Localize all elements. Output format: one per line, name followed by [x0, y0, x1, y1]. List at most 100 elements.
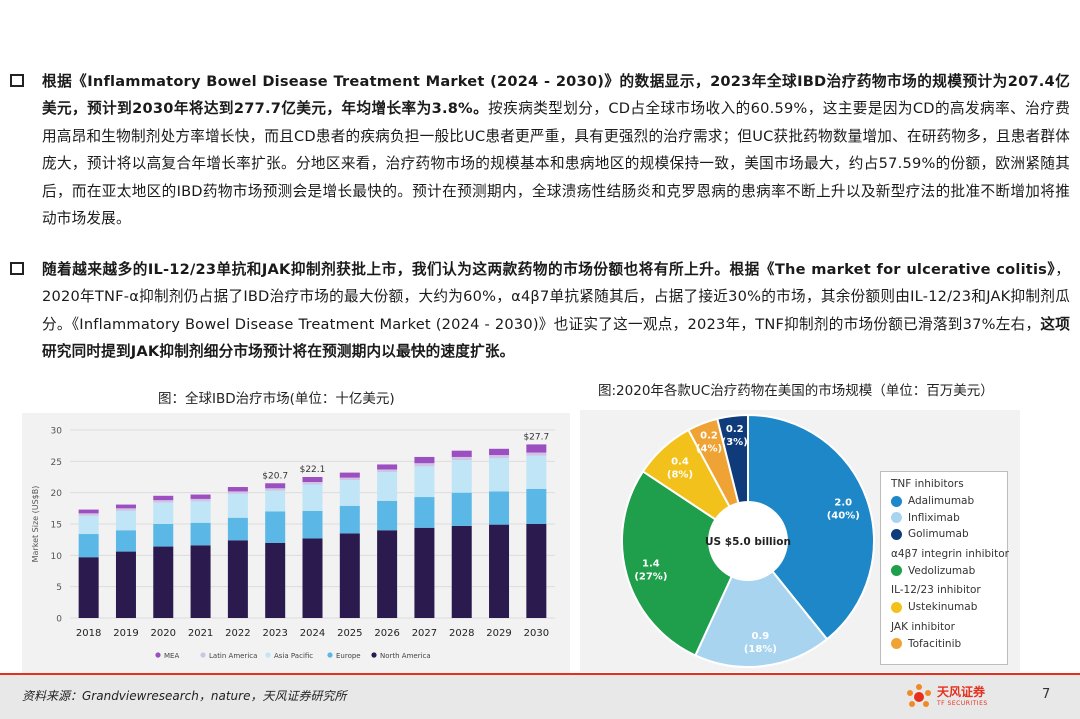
bar-segment: [153, 500, 174, 503]
pie-legend-group-header: TNF inhibitors: [891, 478, 964, 490]
pie-value-label: 0.2: [700, 430, 718, 441]
pie-pct-label: (3%): [722, 437, 748, 448]
bar-chart-caption: 图：全球IBD治疗市场(单位：十亿美元): [158, 391, 395, 407]
brand-logo: 天风证券 TF SECURITIES: [905, 679, 1015, 715]
bar-segment: [153, 495, 174, 501]
bar-segment: [526, 455, 547, 489]
bar-segment: [414, 466, 435, 498]
bar-segment: [265, 511, 286, 543]
footer-accent-line: [0, 673, 1080, 675]
y-tick-label: 0: [56, 615, 62, 625]
bar-segment: [190, 494, 211, 499]
bar-legend-label: MEA: [164, 652, 179, 660]
bar-segment: [302, 510, 323, 539]
pie-center: [708, 501, 788, 581]
bar-segment: [414, 456, 435, 464]
pie-slice: [694, 539, 829, 668]
pie-value-label: 0.9: [752, 631, 770, 642]
bullet-1-segment: 根据《Inflammatory Bowel Disease Treatment …: [42, 73, 1070, 118]
bar-segment: [265, 490, 286, 512]
bar-segment: [265, 488, 286, 491]
bar-legend-swatch: [200, 652, 206, 658]
bar-segment: [265, 542, 286, 618]
bar-segment: [414, 463, 435, 467]
legend-swatch: [891, 601, 902, 613]
bar-segment: [414, 527, 435, 618]
brand-sub: TF SECURITIES: [937, 700, 988, 707]
bar-segment: [526, 452, 547, 456]
x-tick-label: 2028: [449, 628, 474, 639]
brand-logo-icon: [907, 684, 931, 707]
pie-legend-item: Adalimumab: [891, 495, 974, 507]
page-number: 7: [1042, 687, 1051, 702]
y-tick-label: 10: [51, 552, 63, 562]
bar-legend-label: Europe: [336, 652, 361, 660]
bar-total-label: $22.1: [300, 465, 326, 475]
bar-segment: [153, 546, 174, 618]
bar-total-label: $27.7: [523, 432, 549, 442]
x-tick-label: 2020: [151, 628, 176, 639]
bar-segment: [489, 524, 510, 618]
legend-swatch: [891, 512, 902, 523]
x-tick-label: 2026: [374, 628, 399, 639]
bar-segment: [78, 557, 99, 618]
bar-segment: [489, 458, 510, 492]
pie-value-label: 2.0: [834, 497, 852, 508]
bar-segment: [489, 455, 510, 459]
bar-segment: [526, 444, 547, 453]
bullet-1-segment: 按疾病类型划分，CD占全球市场收入的60.59%，这主要是因为CD的高发病率、治…: [42, 100, 1070, 228]
pie-legend-group-header: α4β7 integrin inhibitor: [891, 547, 1009, 560]
bar-segment: [265, 483, 286, 489]
bar-segment: [451, 460, 472, 493]
bar-segment: [190, 498, 211, 502]
legend-swatch: [891, 528, 902, 540]
pie-value-label: 1.4: [642, 559, 660, 570]
legend-label: Ustekinumab: [908, 601, 978, 613]
footer: 资料来源：Grandviewresearch，nature，天风证券研究所 天风…: [0, 673, 1080, 719]
bar-segment: [451, 450, 472, 457]
bullet-1-text: 根据《Inflammatory Bowel Disease Treatment …: [42, 68, 1070, 232]
pie-pct-label: (4%): [696, 443, 722, 454]
legend-swatch: [891, 565, 902, 576]
bar-legend-swatch: [155, 652, 161, 658]
bar-legend-swatch: [371, 652, 377, 658]
bar-segment: [227, 487, 248, 492]
bar-segment: [526, 524, 547, 618]
y-tick-label: 25: [51, 458, 62, 468]
legend-label: Adalimumab: [908, 495, 975, 507]
bar-segment: [227, 491, 248, 494]
y-tick-label: 30: [51, 427, 63, 437]
pie-legend-item: Infliximab: [891, 512, 960, 524]
y-tick-label: 20: [51, 489, 63, 499]
legend-label: Vedolizumab: [908, 564, 976, 577]
x-tick-label: 2029: [486, 628, 511, 639]
bar-segment: [190, 501, 211, 523]
pie-slice: [621, 470, 750, 657]
pie-pct-label: (18%): [744, 644, 777, 655]
pie-value-label: 0.2: [726, 424, 744, 435]
x-tick-label: 2018: [76, 628, 101, 639]
bar-legend-swatch: [327, 652, 333, 658]
x-tick-label: 2023: [262, 628, 287, 639]
brand-name: 天风证券: [937, 685, 986, 699]
legend-label: Infliximab: [908, 511, 960, 524]
x-tick-label: 2021: [188, 628, 213, 639]
bullet-square-icon: [10, 74, 24, 87]
bar-segment: [377, 471, 398, 501]
bar-segment: [339, 505, 360, 534]
bar-segment: [115, 530, 136, 552]
bullet-2-segment: 随着越来越多的IL-12/23单抗和JAK抑制剂获批上市，我们认为这两款药物的市…: [42, 261, 1056, 278]
bar-legend-label: North America: [380, 652, 431, 660]
bar-legend-swatch: [265, 652, 271, 658]
bar-segment: [302, 484, 323, 511]
bar-legend-label: Latin America: [209, 652, 257, 660]
bar-segment: [377, 464, 398, 470]
bar-segment: [115, 508, 136, 511]
bar-segment: [153, 524, 174, 547]
bar-segment: [190, 545, 211, 618]
bar-segment: [489, 491, 510, 525]
pie-legend-group-header: IL-12/23 inhibitor: [891, 584, 981, 596]
bar-legend-label: Asia Pacific: [274, 652, 313, 660]
pie-legend-item: Vedolizumab: [891, 565, 975, 577]
